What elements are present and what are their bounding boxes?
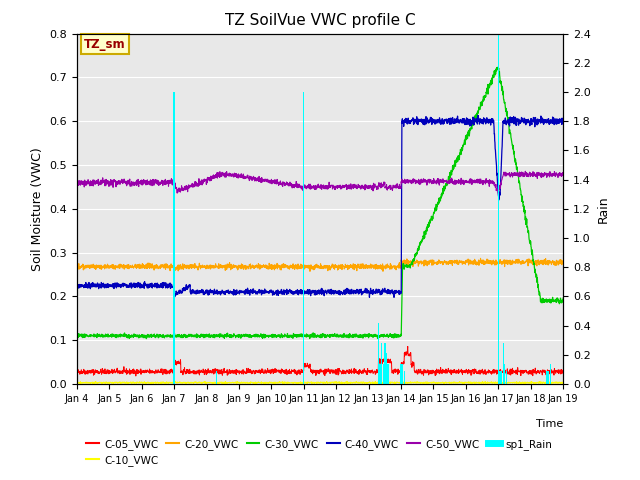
Title: TZ SoilVue VWC profile C: TZ SoilVue VWC profile C [225, 13, 415, 28]
Bar [499, 371, 500, 384]
Text: TZ_sm: TZ_sm [84, 37, 125, 50]
Legend: C-05_VWC, C-10_VWC, C-20_VWC, C-30_VWC, C-40_VWC, C-50_VWC, sp1_Rain: C-05_VWC, C-10_VWC, C-20_VWC, C-30_VWC, … [82, 434, 556, 470]
Bar [173, 92, 175, 384]
Y-axis label: Soil Moisture (VWC): Soil Moisture (VWC) [31, 147, 44, 271]
Bar [401, 363, 402, 384]
Bar [547, 371, 548, 384]
Bar [387, 363, 388, 384]
Bar [216, 371, 217, 384]
Bar [384, 343, 385, 384]
Bar [550, 363, 551, 384]
Bar [502, 343, 504, 384]
Bar [303, 92, 305, 384]
Bar [378, 323, 379, 384]
Bar [506, 371, 507, 384]
Text: Time: Time [536, 419, 563, 429]
Y-axis label: Rain: Rain [596, 195, 609, 223]
Bar [501, 371, 502, 384]
Bar [380, 363, 381, 384]
Bar [402, 363, 403, 384]
Bar [548, 371, 549, 384]
Bar [381, 343, 382, 384]
Bar [504, 363, 506, 384]
Bar [386, 353, 387, 384]
Bar [404, 371, 405, 384]
Bar [383, 363, 384, 384]
Bar [498, 19, 499, 384]
